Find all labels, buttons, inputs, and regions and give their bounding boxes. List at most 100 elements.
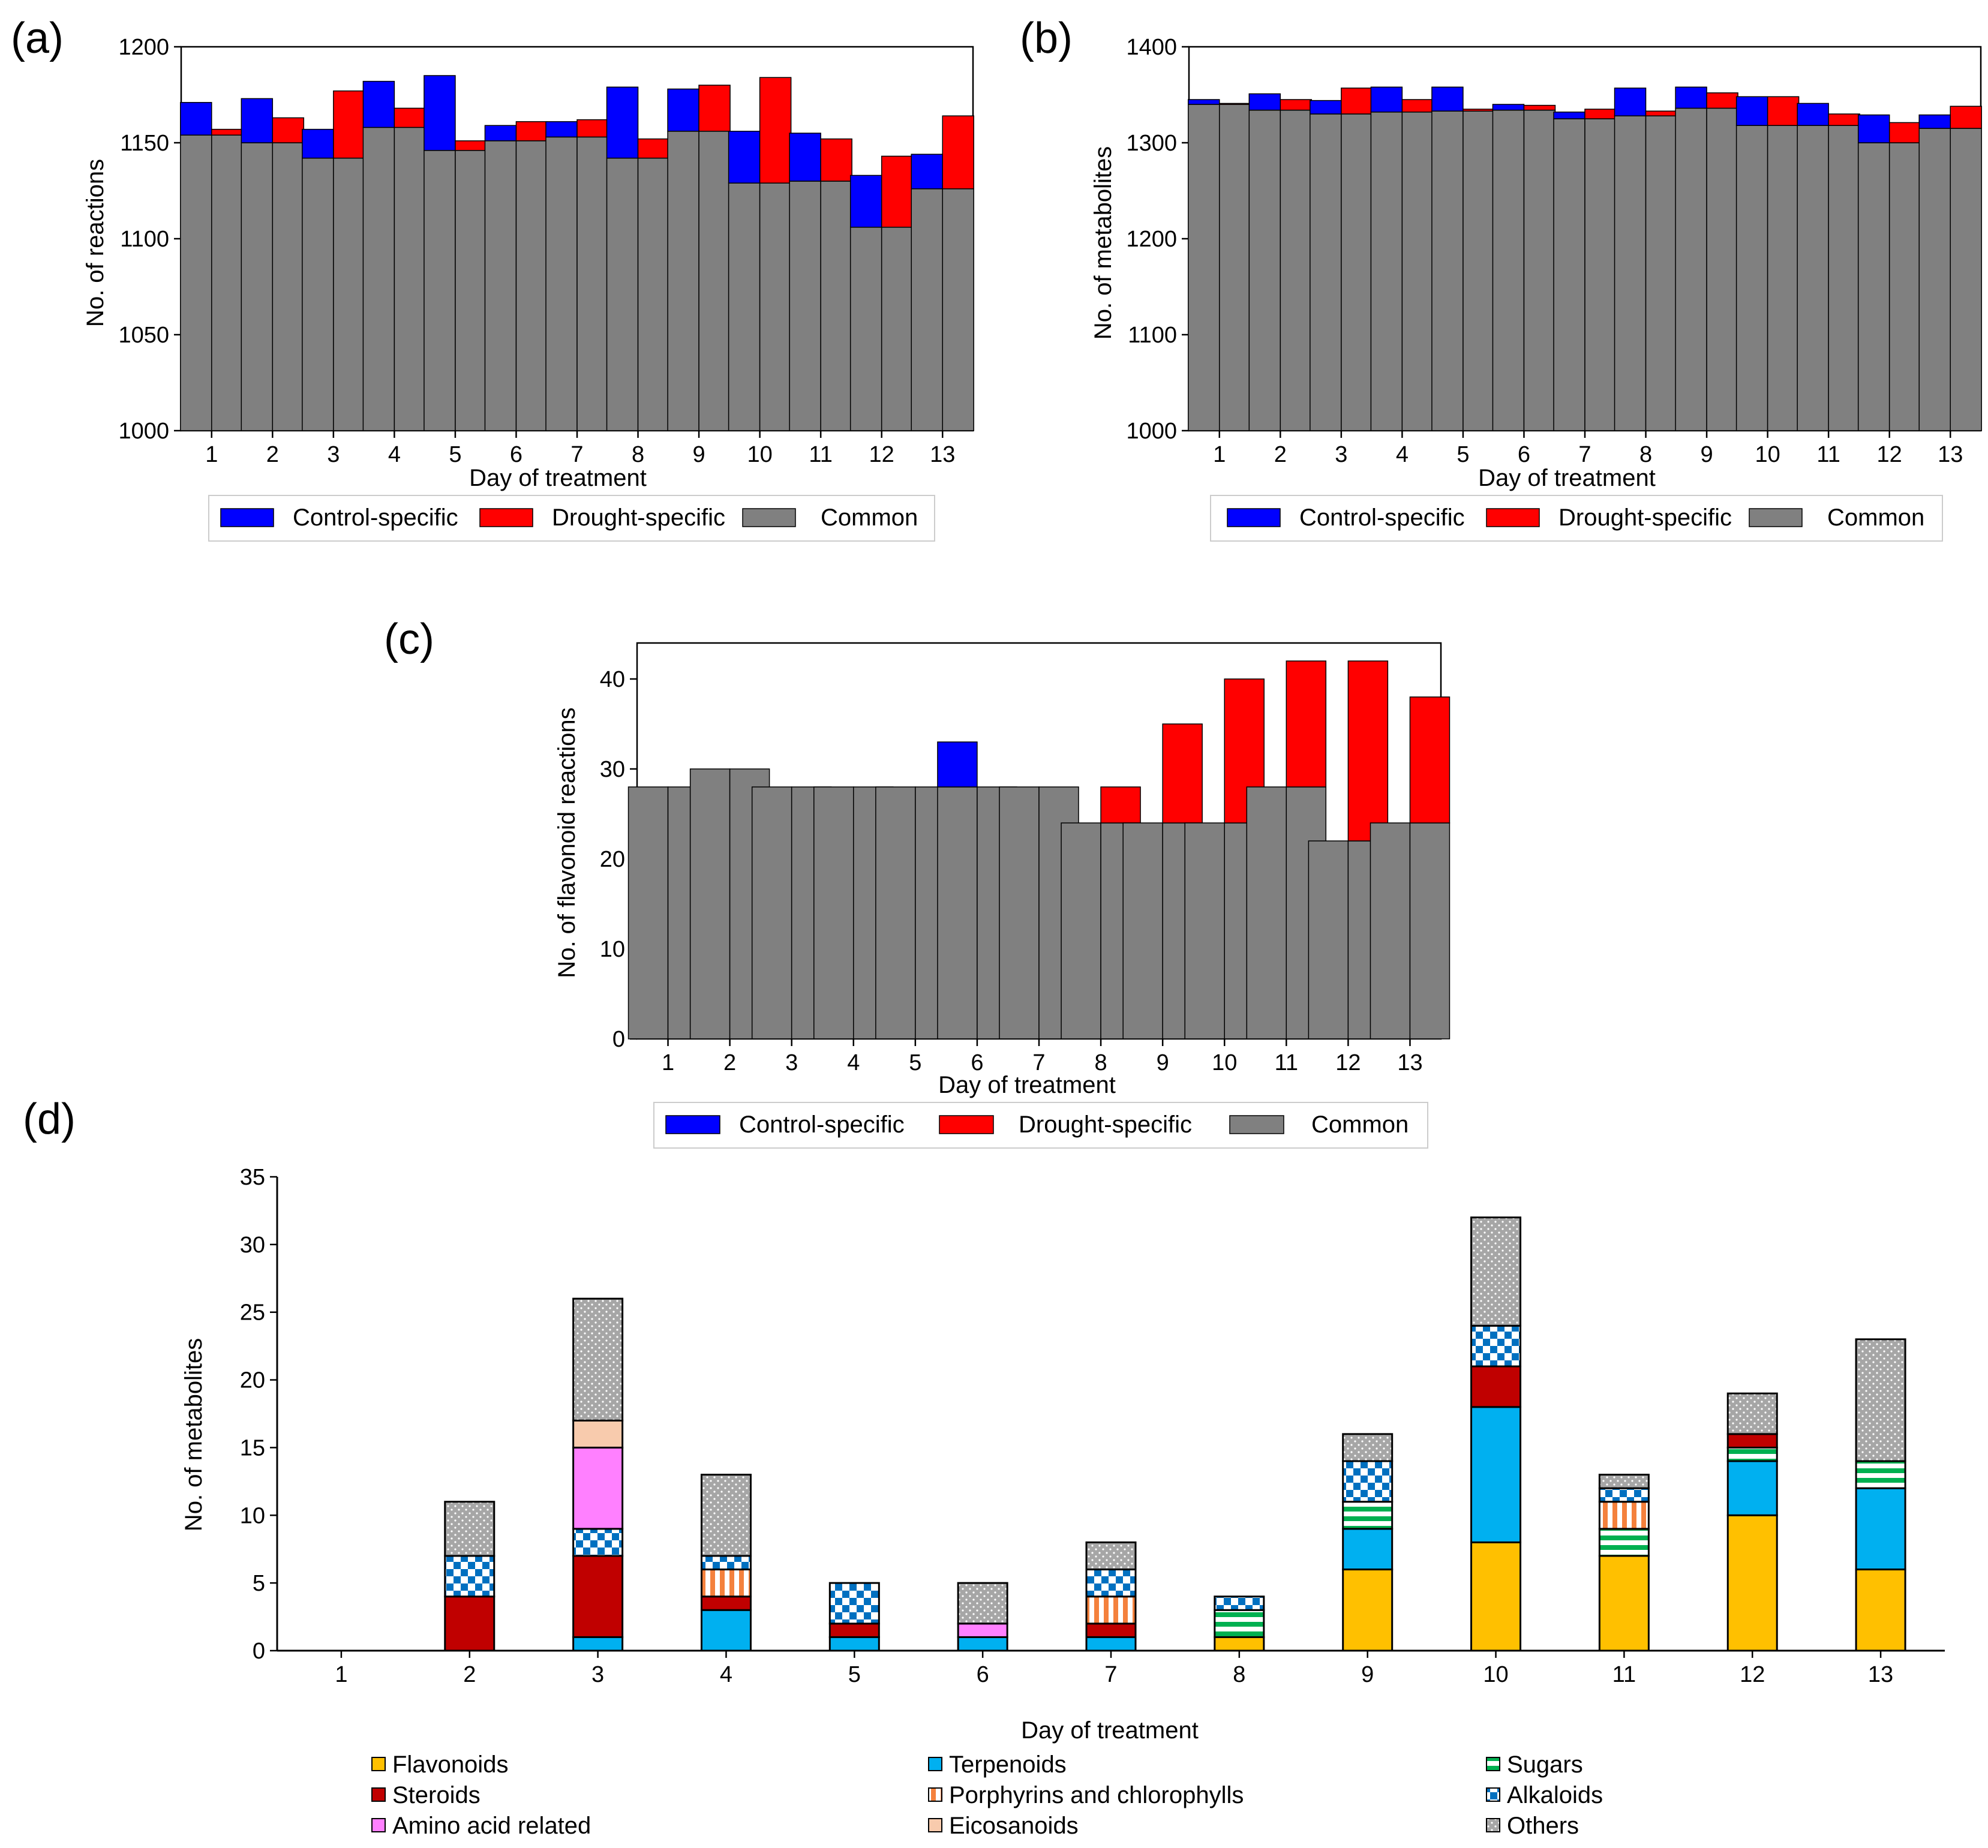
- legend-c: Control-specific Drought-specific Common: [653, 1102, 1428, 1149]
- bar-segment-steroids-day-5: [828, 1622, 880, 1638]
- x-tick-label: 3: [1335, 442, 1347, 467]
- bar-common-control-day-4: [1370, 112, 1403, 431]
- x-tick-label: 1: [1213, 442, 1226, 467]
- bar-drought-specific-day-7: [576, 119, 609, 138]
- x-tick-label: 7: [1578, 442, 1591, 467]
- bar-common-drought-day-4: [394, 127, 427, 431]
- bar-common-drought-day-6: [1523, 109, 1556, 431]
- legend-swatch-steroids: [371, 1787, 386, 1802]
- x-tick-label: 5: [449, 442, 461, 467]
- bar-segment-others-day-6: [957, 1582, 1008, 1625]
- bar-control-specific-day-13: [911, 154, 943, 190]
- bar-common-drought-day-11: [1828, 125, 1860, 431]
- bar-common-drought-day-1: [1219, 104, 1251, 431]
- bar-drought-specific-day-5: [455, 140, 487, 151]
- y-tick-label: 1200: [118, 35, 169, 60]
- legend-swatch-drought-b: [1486, 508, 1540, 527]
- x-tick-label: 11: [809, 442, 832, 467]
- bar-common-control-day-1: [1188, 104, 1220, 431]
- x-tick-label: 6: [977, 1662, 989, 1687]
- bar-segment-sugars-day-8: [1214, 1609, 1265, 1638]
- bar-control-specific-day-12: [1857, 114, 1890, 143]
- y-tick-label: 1050: [118, 323, 169, 348]
- bar-segment-terpenoids-day-5: [828, 1636, 880, 1652]
- bar-control-specific-day-1: [180, 102, 212, 136]
- y-tick-label: 0: [612, 1027, 625, 1052]
- x-tick-label: 5: [909, 1050, 921, 1075]
- bar-control-specific-day-9: [1675, 86, 1707, 109]
- bar-segment-terpenoids-day-10: [1470, 1406, 1522, 1543]
- y-tick-label: 1400: [1126, 35, 1177, 60]
- legend-swatch-common-b: [1749, 508, 1803, 527]
- bar-common-control-day-8: [1614, 115, 1647, 431]
- bar-common-control-day-2: [689, 768, 731, 1039]
- y-tick-label: 15: [240, 1435, 265, 1461]
- x-tick-label: 1: [335, 1662, 347, 1687]
- bar-drought-specific-day-6: [1523, 104, 1556, 111]
- bar-common-control-day-2: [241, 142, 274, 431]
- bar-segment-alkaloids-day-7: [1085, 1568, 1137, 1598]
- bar-segment-others-day-3: [572, 1297, 624, 1422]
- bar-common-control-day-11: [789, 181, 821, 431]
- bar-control-specific-day-7: [545, 121, 578, 138]
- y-tick-label: 1000: [118, 419, 169, 444]
- bar-control-specific-day-5: [424, 75, 456, 151]
- x-tick-label: 10: [1483, 1662, 1508, 1687]
- bar-common-control-day-4: [362, 127, 395, 431]
- bar-control-specific-day-10: [728, 131, 761, 184]
- legend-b: Control-specific Drought-specific Common: [1210, 495, 1943, 542]
- x-tick-label: 9: [1701, 442, 1713, 467]
- x-tick-label: 9: [1157, 1050, 1169, 1075]
- y-tick-label: 30: [240, 1233, 265, 1258]
- bar-drought-specific-day-3: [1341, 88, 1373, 115]
- bar-segment-others-day-11: [1598, 1474, 1650, 1489]
- legend-swatch-control-b: [1227, 508, 1281, 527]
- panel-d-metabolite-classes-chart: (d) No. of metabolites Day of treatment …: [23, 1095, 1945, 1839]
- x-tick-label: 2: [266, 442, 279, 467]
- legend-swatch-flavonoids: [371, 1757, 386, 1771]
- legend-label-drought-b: Drought-specific: [1558, 504, 1732, 531]
- y-tick-label: 1150: [120, 131, 169, 156]
- legend-label-drought-a: Drought-specific: [552, 504, 725, 531]
- y-tick-label: 1000: [1126, 419, 1177, 444]
- bar-common-control-day-3: [302, 157, 334, 431]
- bar-segment-terpenoids-day-6: [957, 1636, 1008, 1652]
- bar-segment-flavonoids-day-8: [1214, 1636, 1265, 1652]
- bar-segment-alkaloids-day-8: [1214, 1595, 1265, 1611]
- bar-segment-steroids-day-2: [444, 1595, 496, 1652]
- bar-common-control-day-12: [1857, 142, 1890, 431]
- bar-segment-flavonoids-day-10: [1470, 1541, 1522, 1652]
- bar-drought-specific-day-12: [881, 155, 914, 228]
- bar-drought-specific-day-13: [1409, 696, 1451, 824]
- bar-segment-sugars-day-9: [1342, 1501, 1394, 1530]
- bar-segment-sugars-day-12: [1726, 1446, 1778, 1462]
- x-tick-label: 13: [1868, 1662, 1893, 1687]
- x-tick-label: 8: [1095, 1050, 1107, 1075]
- bar-segment-others-day-12: [1726, 1392, 1778, 1435]
- legend-label-sugars: Sugars: [1507, 1751, 1583, 1778]
- bar-control-specific-day-4: [362, 80, 395, 128]
- x-tick-label: 10: [1755, 442, 1780, 467]
- y-axis-title-c: No. of flavonoid reactions: [554, 707, 580, 978]
- x-tick-label: 3: [591, 1662, 604, 1687]
- bar-common-drought-day-7: [1584, 118, 1617, 431]
- bar-common-drought-day-5: [455, 150, 487, 431]
- bar-common-control-day-9: [1122, 822, 1163, 1039]
- bar-common-control-day-6: [1492, 109, 1525, 431]
- bar-segment-amino-acid-related-day-6: [957, 1622, 1008, 1638]
- bar-drought-specific-day-10: [1767, 96, 1800, 126]
- bar-drought-specific-day-2: [272, 117, 305, 143]
- bar-common-control-day-6: [484, 140, 517, 431]
- bar-common-drought-day-6: [515, 140, 548, 431]
- bar-common-control-day-8: [606, 157, 639, 431]
- legend-swatch-eicosanoids: [928, 1818, 942, 1832]
- legend-label-common-a: Common: [821, 504, 918, 531]
- bar-drought-specific-day-1: [211, 128, 244, 136]
- bar-drought-specific-day-13: [1950, 106, 1982, 129]
- x-tick-label: 9: [693, 442, 705, 467]
- y-axis-title-d: No. of metabolites: [181, 1338, 207, 1531]
- x-tick-label: 6: [1518, 442, 1530, 467]
- x-tick-label: 13: [930, 442, 955, 467]
